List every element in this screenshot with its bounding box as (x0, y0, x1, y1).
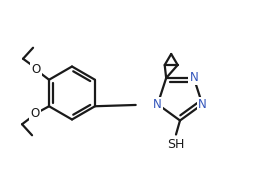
Text: N: N (189, 71, 198, 85)
Text: O: O (30, 107, 40, 120)
Text: O: O (32, 63, 41, 76)
Text: N: N (198, 98, 207, 111)
Text: N: N (153, 98, 162, 111)
Text: SH: SH (167, 137, 185, 151)
